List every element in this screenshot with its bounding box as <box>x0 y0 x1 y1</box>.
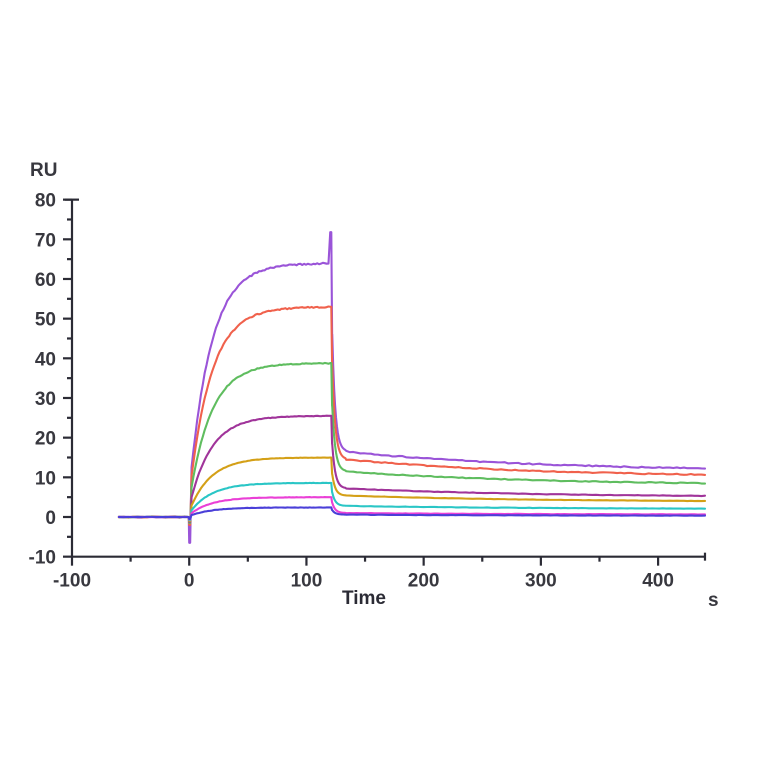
y-tick-label: 20 <box>35 429 56 450</box>
x-tick-label: 200 <box>408 571 440 592</box>
y-tick-label: 0 <box>45 508 56 529</box>
y-axis-unit-label: RU <box>30 160 58 181</box>
sensorgram-trace-curve-2 <box>117 305 707 526</box>
y-tick-label: 10 <box>35 468 56 489</box>
x-tick-label: -100 <box>53 571 91 592</box>
sensorgram-trace-curve-6 <box>117 481 707 522</box>
y-tick-label: 70 <box>35 230 56 251</box>
x-axis-title: Time <box>342 588 387 609</box>
sensorgram-trace-curve-7 <box>117 496 707 521</box>
y-tick-label: 50 <box>35 310 56 331</box>
y-tick-label: -10 <box>29 548 56 569</box>
sensorgram-trace-curve-8 <box>117 506 707 521</box>
x-tick-label: 300 <box>525 571 557 592</box>
y-tick-label: 40 <box>35 349 56 370</box>
x-tick-label: 400 <box>642 571 674 592</box>
x-tick-label: 0 <box>184 571 195 592</box>
sensorgram-trace-curve-5 <box>117 456 707 523</box>
x-axis-unit-label: s <box>708 590 719 611</box>
curve-traces <box>117 231 707 544</box>
y-tick-label: 60 <box>35 270 56 291</box>
x-tick-label: 100 <box>291 571 323 592</box>
y-tick-label: 30 <box>35 389 56 410</box>
sensorgram-trace-curve-1 <box>117 231 707 544</box>
axes <box>63 198 707 566</box>
sensorgram-trace-curve-4 <box>117 414 707 523</box>
y-tick-label: 80 <box>35 191 56 212</box>
sensorgram-trace-curve-3 <box>117 361 707 524</box>
